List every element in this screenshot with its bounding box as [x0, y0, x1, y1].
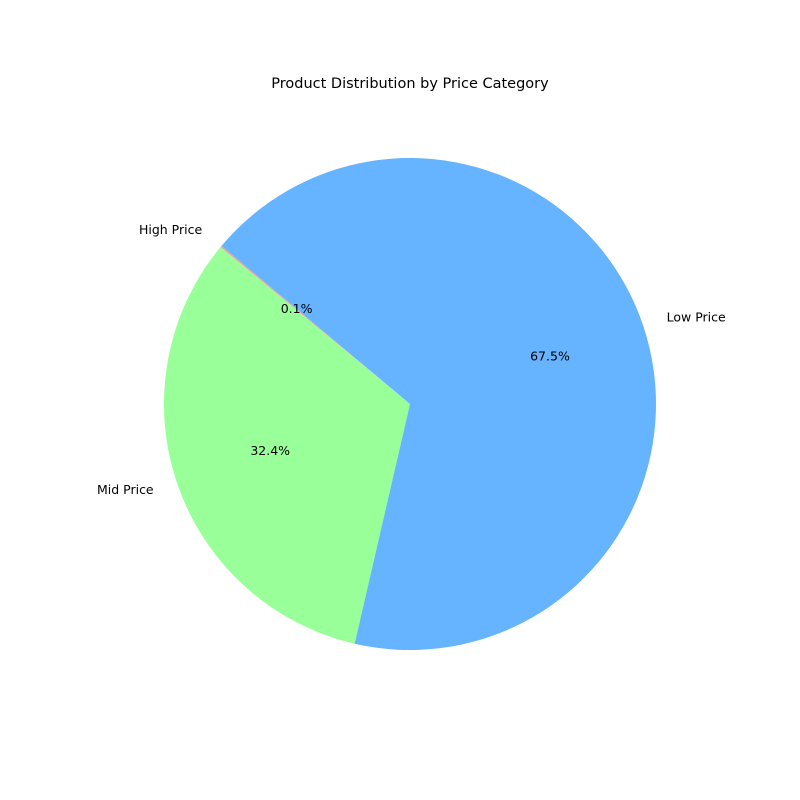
pie-slice-mid-price: [163, 247, 410, 644]
pie-slices: [163, 158, 656, 651]
chart-title: Product Distribution by Price Category: [271, 76, 549, 92]
slice-pct-mid-price: 32.4%: [250, 443, 290, 458]
pie-labels: High Price 0.1% Mid Price 32.4% Low Price 67.…: [97, 222, 726, 497]
slice-pct-low-price: 67.5%: [530, 349, 570, 364]
pie-slice-high-price: [220, 245, 410, 404]
slice-label-low-price: Low Price: [667, 310, 726, 325]
slice-label-mid-price: Mid Price: [97, 482, 154, 497]
slice-pct-high-price: 0.1%: [281, 301, 313, 316]
pie-slice-low-price: [221, 158, 656, 651]
slice-label-high-price: High Price: [139, 222, 203, 237]
